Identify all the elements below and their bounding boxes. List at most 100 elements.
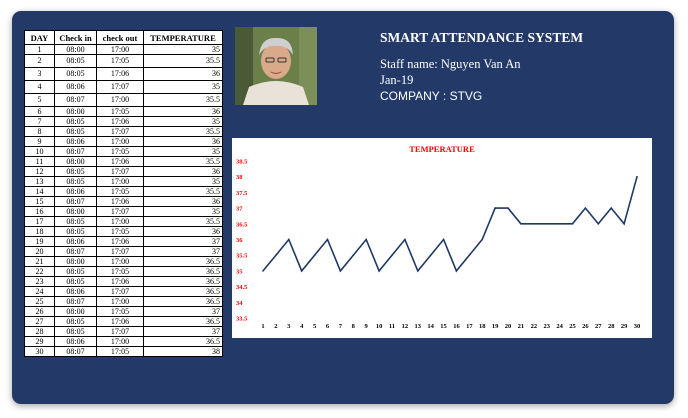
y-tick-label: 38.5 bbox=[236, 159, 248, 166]
x-tick-label: 4 bbox=[300, 323, 304, 330]
cell-check-out: 17:07 bbox=[96, 166, 144, 177]
temperature-data-point bbox=[391, 254, 393, 256]
table-row: 18 08:05 17:05 36 bbox=[24, 226, 223, 237]
cell-day: 17 bbox=[24, 216, 55, 227]
temperature-data-point bbox=[494, 207, 496, 209]
cell-check-out: 17:05 bbox=[96, 106, 144, 117]
cell-check-out: 17:06 bbox=[96, 276, 144, 287]
cell-temperature: 36 bbox=[143, 196, 223, 207]
cell-check-in: 08:00 bbox=[54, 206, 97, 217]
col-header-check-out: check out bbox=[96, 30, 144, 45]
cell-day: 30 bbox=[24, 346, 55, 357]
cell-check-in: 08:06 bbox=[54, 336, 97, 347]
x-tick-label: 7 bbox=[339, 323, 343, 330]
cell-day: 18 bbox=[24, 226, 55, 237]
col-header-check-in: Check in bbox=[54, 30, 97, 45]
cell-check-out: 17:06 bbox=[96, 156, 144, 167]
cell-check-in: 08:07 bbox=[54, 146, 97, 157]
cell-check-in: 08:05 bbox=[54, 176, 97, 187]
table-row: 2 08:05 17:05 35.5 bbox=[24, 54, 223, 68]
cell-check-in: 08:00 bbox=[54, 256, 97, 267]
cell-temperature: 35 bbox=[143, 80, 223, 94]
x-tick-label: 3 bbox=[287, 323, 291, 330]
table-row: 7 08:05 17:06 35 bbox=[24, 116, 223, 127]
cell-check-out: 17:00 bbox=[96, 256, 144, 267]
cell-day: 7 bbox=[24, 116, 55, 127]
x-tick-label: 2 bbox=[274, 323, 277, 330]
x-tick-label: 23 bbox=[543, 323, 550, 330]
cell-check-in: 08:07 bbox=[54, 246, 97, 257]
temperature-series-line bbox=[262, 176, 638, 273]
company-name: COMPANY : STVG bbox=[380, 89, 483, 103]
x-tick-label: 17 bbox=[466, 323, 473, 330]
attendance-table: DAY Check in check out TEMPERATURE 1 08:0… bbox=[24, 30, 223, 357]
cell-temperature: 36.5 bbox=[143, 296, 223, 307]
cell-day: 20 bbox=[24, 246, 55, 257]
table-row: 23 08:05 17:06 36.5 bbox=[24, 276, 223, 287]
x-tick-label: 12 bbox=[402, 323, 409, 330]
cell-day: 13 bbox=[24, 176, 55, 187]
cell-check-in: 08:07 bbox=[54, 296, 97, 307]
table-row: 26 08:00 17:05 37 bbox=[24, 306, 223, 317]
x-tick-label: 10 bbox=[376, 323, 383, 330]
cell-day: 26 bbox=[24, 306, 55, 317]
table-row: 9 08:06 17:00 36 bbox=[24, 136, 223, 147]
temperature-data-point bbox=[429, 254, 432, 256]
cell-day: 23 bbox=[24, 276, 55, 287]
cell-check-in: 08:05 bbox=[54, 54, 97, 68]
y-tick-label: 36.5 bbox=[236, 221, 248, 228]
x-tick-label: 22 bbox=[531, 323, 538, 330]
cell-temperature: 36.5 bbox=[143, 266, 223, 277]
cell-check-out: 17:07 bbox=[96, 326, 144, 337]
cell-day: 21 bbox=[24, 256, 55, 267]
temperature-data-point bbox=[339, 270, 342, 272]
cell-check-out: 17:00 bbox=[96, 296, 144, 307]
table-row: 3 08:05 17:06 36 bbox=[24, 67, 223, 81]
x-tick-label: 8 bbox=[352, 323, 356, 330]
cell-check-in: 08:07 bbox=[54, 93, 97, 107]
temperature-data-point bbox=[326, 238, 329, 241]
x-tick-label: 20 bbox=[505, 323, 512, 330]
cell-day: 15 bbox=[24, 196, 55, 207]
cell-check-out: 17:07 bbox=[96, 206, 144, 217]
temperature-data-point bbox=[584, 207, 587, 209]
temperature-data-point bbox=[520, 223, 522, 225]
x-tick-label: 30 bbox=[634, 323, 641, 330]
temperature-data-point bbox=[558, 223, 561, 225]
temperature-data-point bbox=[378, 270, 380, 272]
cell-check-out: 17:00 bbox=[96, 44, 144, 55]
cell-check-in: 08:06 bbox=[54, 286, 97, 297]
x-tick-label: 6 bbox=[326, 323, 330, 330]
cell-check-in: 08:00 bbox=[54, 306, 97, 317]
temperature-data-point bbox=[533, 223, 535, 225]
cell-day: 9 bbox=[24, 136, 55, 147]
staff-name: Staff name: Nguyen Van An bbox=[380, 57, 521, 71]
cell-temperature: 37 bbox=[143, 326, 223, 337]
x-tick-label: 15 bbox=[440, 323, 447, 330]
table-row: 12 08:05 17:07 36 bbox=[24, 166, 223, 177]
cell-temperature: 37 bbox=[143, 306, 223, 317]
table-row: 13 08:05 17:00 35 bbox=[24, 176, 223, 187]
cell-check-out: 17:05 bbox=[96, 266, 144, 277]
cell-check-in: 08:05 bbox=[54, 266, 97, 277]
x-tick-label: 14 bbox=[427, 323, 434, 330]
cell-check-out: 17:06 bbox=[96, 316, 144, 327]
cell-day: 10 bbox=[24, 146, 55, 157]
cell-check-out: 17:05 bbox=[96, 306, 144, 317]
staff-photo bbox=[235, 27, 317, 105]
table-row: 8 08:05 17:07 35.5 bbox=[24, 126, 223, 137]
cell-temperature: 36 bbox=[143, 67, 223, 81]
cell-day: 27 bbox=[24, 316, 55, 327]
x-tick-label: 29 bbox=[621, 323, 628, 330]
x-tick-label: 21 bbox=[518, 323, 525, 330]
cell-day: 1 bbox=[24, 44, 55, 55]
cell-check-in: 08:07 bbox=[54, 346, 97, 357]
cell-day: 5 bbox=[24, 93, 55, 107]
table-row: 1 08:00 17:00 35 bbox=[24, 44, 223, 55]
x-tick-label: 25 bbox=[569, 323, 576, 330]
cell-day: 24 bbox=[24, 286, 55, 297]
chart-title: TEMPERATURE bbox=[409, 144, 475, 154]
cell-check-in: 08:00 bbox=[54, 44, 97, 55]
staff-portrait-image bbox=[235, 27, 317, 105]
temperature-data-point bbox=[597, 223, 600, 225]
